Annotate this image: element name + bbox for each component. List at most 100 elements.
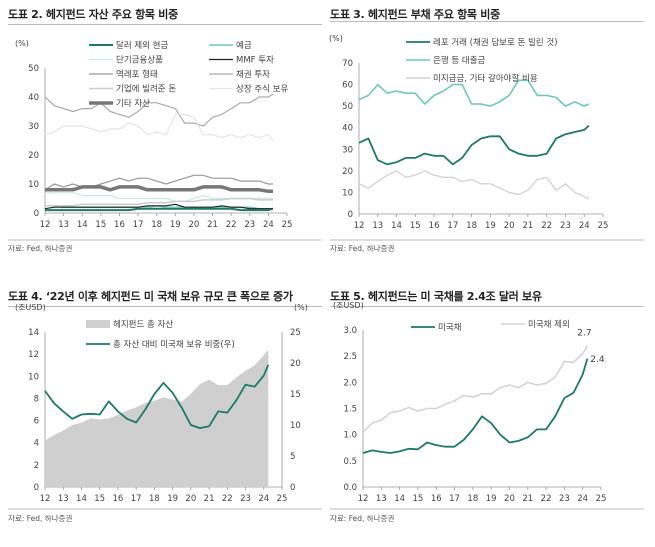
legend-label: 기타 자산 <box>116 98 150 109</box>
y-tick-label: 0.5 <box>343 457 357 467</box>
chart-title: 도표 4. ‘22년 이후 헤지펀드 미 국채 보유 규모 큰 폭으로 증가 <box>8 290 293 303</box>
x-tick-label: 22 <box>541 494 552 504</box>
x-tick-label: 17 <box>449 494 460 504</box>
x-tick-label: 22 <box>226 220 237 230</box>
y-tick-label: 40 <box>28 93 39 103</box>
x-tick-label: 25 <box>282 220 293 230</box>
y-tick-label: 30 <box>342 145 353 155</box>
x-tick-label: 21 <box>207 220 218 230</box>
y2-tick-label: 0 <box>290 483 295 493</box>
y2-axis-unit: (%) <box>294 303 308 312</box>
x-tick-label: 13 <box>58 220 69 230</box>
y-tick-label: 14 <box>28 328 39 338</box>
divider <box>330 239 644 241</box>
y-tick-label: 20 <box>342 167 353 177</box>
chart-title: 도표 3. 헤지펀드 부채 주요 항목 비중 <box>330 8 500 21</box>
y-axis-unit: (조USD) <box>15 303 46 312</box>
y-tick-label: 1.0 <box>343 431 357 441</box>
x-tick-label: 15 <box>94 494 105 504</box>
series-line <box>44 113 274 141</box>
chart-panel-liability-share: 도표 3. 헤지펀드 부채 주요 항목 비중 (%) 0 10 20 30 40 50 60 7… <box>329 0 650 265</box>
divider <box>8 24 322 25</box>
y-tick-label: 0 <box>34 209 39 219</box>
x-tick-label: 20 <box>504 494 515 504</box>
divider <box>330 21 644 22</box>
x-tick-label: 19 <box>485 221 496 231</box>
divider <box>8 508 322 510</box>
x-tick-label: 13 <box>376 494 387 504</box>
y-tick-label: 70 <box>342 59 353 69</box>
x-tick-label: 24 <box>579 221 590 231</box>
x-tick-label: 23 <box>240 494 251 504</box>
x-tick-label: 16 <box>431 494 442 504</box>
series-line <box>44 93 274 127</box>
y2-tick-label: 25 <box>290 328 301 338</box>
x-tick-label: 20 <box>185 494 196 504</box>
x-tick-label: 16 <box>429 221 440 231</box>
source-note: 자료: Fed, 하나증권 <box>8 514 73 523</box>
y2-tick-label: 10 <box>290 421 301 431</box>
legend-label: 예금 <box>236 40 252 51</box>
legend-label: 상장 주식 보유 <box>236 84 289 95</box>
x-tick-label: 23 <box>559 494 570 504</box>
source-note: 자료: Fed, 하나증권 <box>330 244 395 253</box>
series-line <box>45 192 273 202</box>
y-tick-label: 2 <box>34 461 39 471</box>
divider <box>330 306 644 307</box>
x-tick-label: 16 <box>113 494 124 504</box>
x-tick-label: 22 <box>541 221 552 231</box>
x-tick-label: 19 <box>486 494 497 504</box>
legend-label: 헤지펀드 총 자산 <box>113 319 173 330</box>
x-tick-label: 23 <box>560 221 571 231</box>
y2-tick-label: 5 <box>290 452 295 462</box>
series-line <box>362 345 588 433</box>
divider <box>8 306 322 307</box>
source-note: 자료: Fed, 하나증권 <box>330 514 395 523</box>
x-tick-label: 18 <box>466 221 477 231</box>
series-line <box>358 79 590 107</box>
y-tick-label: 2.5 <box>343 352 357 362</box>
x-tick-label: 13 <box>372 221 383 231</box>
x-tick-label: 18 <box>151 220 162 230</box>
x-tick-label: 14 <box>76 494 87 504</box>
y-tick-label: 4 <box>34 439 39 449</box>
y-tick-label: 20 <box>28 151 39 161</box>
legend-label: 채권 투자 <box>236 69 270 80</box>
x-tick-label: 25 <box>277 494 288 504</box>
legend-label: 역레포 형태 <box>116 69 158 80</box>
y-tick-label: 12 <box>28 350 39 360</box>
chart-panel-ust-holdings: 도표 5. 헤지펀드는 미 국채를 2.4조 달러 보유 (조USD) 0.0 0.… <box>330 282 650 547</box>
x-tick-label: 18 <box>149 494 160 504</box>
x-tick-label: 14 <box>394 494 405 504</box>
y-tick-label: 2.0 <box>343 378 357 388</box>
y2-tick-label: 15 <box>290 390 301 400</box>
source-note: 자료: Fed, 하나증권 <box>8 244 73 253</box>
y-tick-label: 50 <box>28 64 39 74</box>
x-tick-label: 25 <box>598 221 609 231</box>
x-tick-label: 21 <box>204 494 215 504</box>
legend-label: 기업에 빌려준 돈 <box>116 84 176 95</box>
legend-label: 은행 등 대출금 <box>433 55 486 66</box>
x-tick-label: 15 <box>95 220 106 230</box>
y-tick-label: 6 <box>34 417 39 427</box>
legend-label: 달러 제외 현금 <box>116 40 169 51</box>
x-tick-label: 16 <box>114 220 125 230</box>
end-value-label: 2.7 <box>577 329 591 339</box>
x-tick-label: 24 <box>577 494 588 504</box>
x-tick-label: 12 <box>40 220 51 230</box>
x-tick-label: 15 <box>413 494 424 504</box>
area-헤지펀드 총 자산 <box>45 349 269 487</box>
chart-ust-holdings: (조USD) 0.0 0.5 1.0 1.5 2.0 2.5 3.0 12 13 14 15 16 17 1… <box>333 301 606 504</box>
x-tick-label: 22 <box>222 494 233 504</box>
legend-label: 단기금융상품 <box>116 55 163 66</box>
x-tick-label: 18 <box>467 494 478 504</box>
y-tick-label: 10 <box>28 180 39 190</box>
series-line <box>45 197 273 207</box>
divider <box>330 508 644 510</box>
chart-panel-ust-holdings-share: 도표 4. ‘22년 이후 헤지펀드 미 국채 보유 규모 큰 폭으로 증가 (… <box>8 282 328 547</box>
series-line <box>45 207 274 212</box>
series-line <box>358 124 590 166</box>
x-tick-label: 20 <box>189 220 200 230</box>
y-tick-label: 8 <box>34 394 39 404</box>
